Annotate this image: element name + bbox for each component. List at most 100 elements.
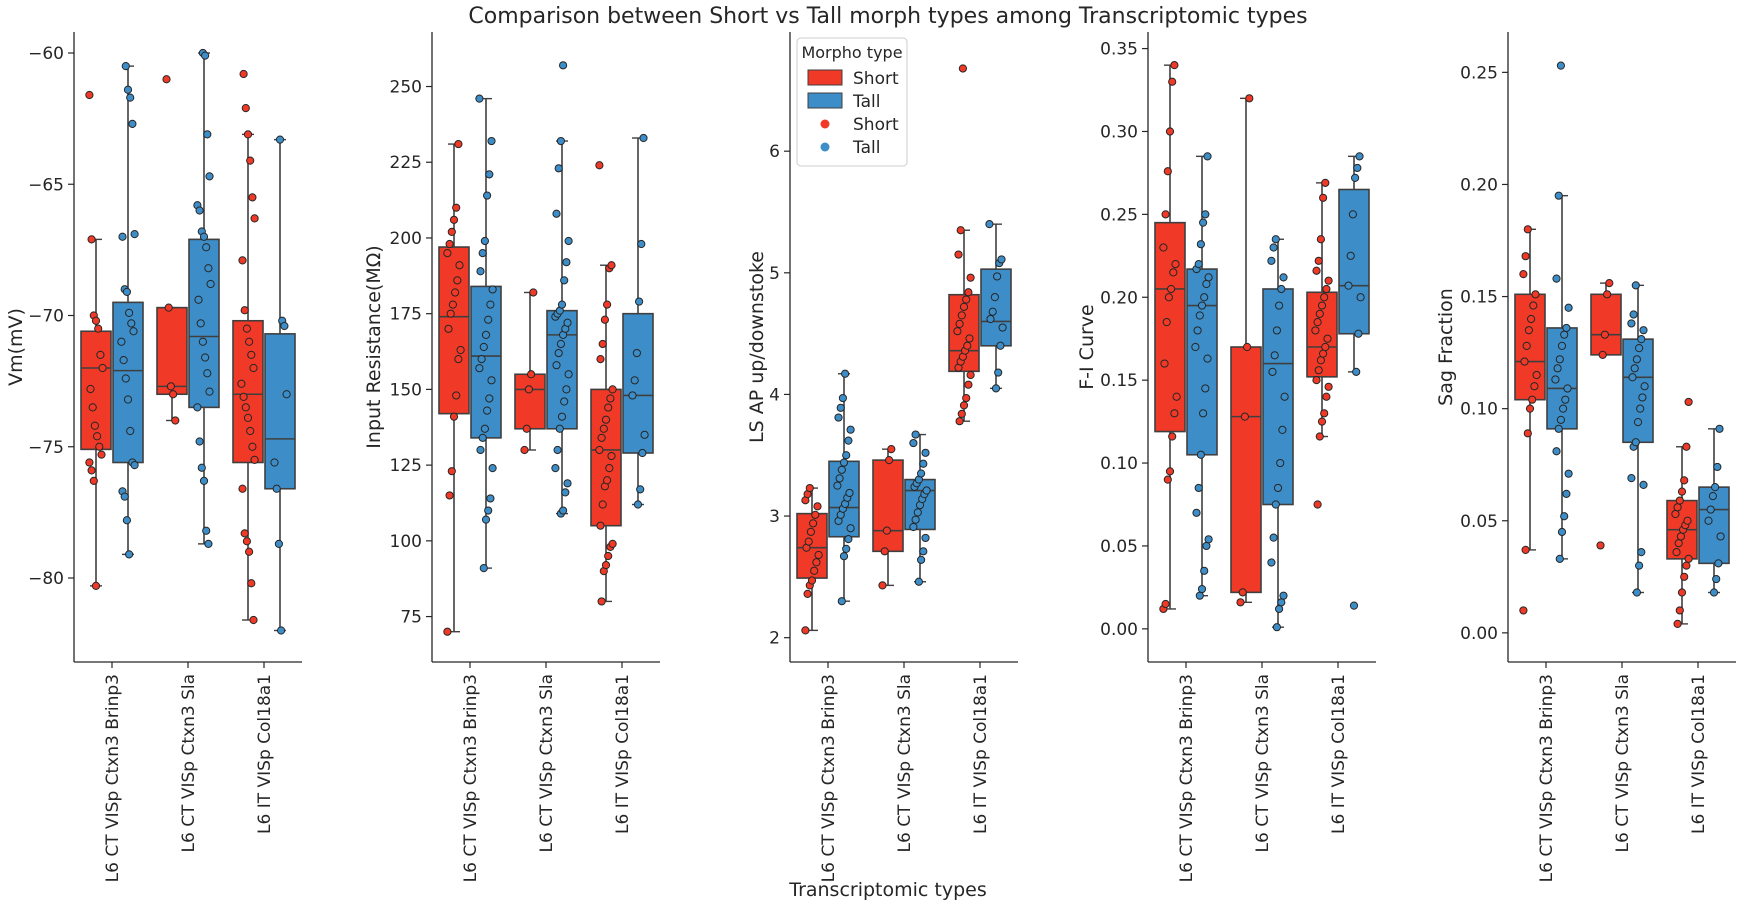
data-point <box>1323 334 1332 343</box>
y-tick-label: 5 <box>769 264 780 284</box>
data-point <box>632 348 642 358</box>
data-point <box>1202 541 1211 551</box>
legend-label: Short <box>853 69 899 89</box>
data-point <box>85 458 94 467</box>
data-point <box>1635 561 1644 570</box>
legend-label: Short <box>853 115 899 135</box>
data-point <box>962 295 971 304</box>
y-tick-label: 100 <box>390 532 422 552</box>
data-point <box>833 481 842 490</box>
data-point <box>1522 341 1531 350</box>
data-point <box>1354 329 1363 338</box>
x-tick-label: L6 CT VISp Ctxn3 Sla <box>1253 674 1273 853</box>
data-point <box>1271 235 1280 244</box>
y-tick-label: 0.35 <box>1100 40 1138 60</box>
data-point <box>1316 356 1326 365</box>
data-point <box>1636 404 1645 413</box>
data-point <box>953 327 962 336</box>
data-point <box>1203 152 1212 161</box>
data-point <box>1317 301 1327 310</box>
data-point <box>1238 588 1247 597</box>
data-point <box>1194 483 1203 493</box>
data-point <box>1554 424 1563 433</box>
data-point <box>90 421 100 430</box>
data-point <box>247 350 256 359</box>
data-point <box>909 522 918 532</box>
data-point <box>563 318 572 327</box>
data-point <box>1313 500 1322 509</box>
data-point <box>243 413 253 422</box>
data-point <box>1639 326 1648 335</box>
data-point <box>596 355 605 364</box>
y-tick-label: 0.30 <box>1100 122 1138 142</box>
data-point <box>202 243 211 252</box>
data-point <box>1348 210 1358 219</box>
data-point <box>481 515 491 524</box>
data-point <box>1170 409 1179 418</box>
legend-label: Tall <box>852 92 880 112</box>
data-point <box>447 227 456 237</box>
data-point <box>1170 61 1179 70</box>
data-point <box>1194 260 1203 269</box>
data-point <box>1324 382 1333 391</box>
data-point <box>917 555 926 564</box>
data-point <box>993 272 1002 281</box>
y-tick-label: 150 <box>390 380 422 400</box>
data-point <box>880 547 889 556</box>
data-point <box>552 209 561 218</box>
data-point <box>123 85 133 94</box>
data-point <box>246 426 255 436</box>
data-point <box>845 488 854 498</box>
y-tick-label: 2 <box>769 629 780 649</box>
data-point <box>1324 276 1333 285</box>
data-point <box>204 539 213 548</box>
data-point <box>552 361 561 370</box>
data-point <box>247 579 256 588</box>
data-point <box>1676 532 1686 541</box>
box-short <box>1514 225 1546 615</box>
data-point <box>1172 392 1181 401</box>
panel-2: 75 100 125 150 175 200 225 250 Input Resistance(… <box>363 32 660 882</box>
data-point <box>1313 318 1322 327</box>
data-point <box>991 384 1001 393</box>
data-point <box>909 438 918 448</box>
data-point <box>202 526 211 535</box>
box-iqr <box>112 301 144 464</box>
data-point <box>1315 309 1324 318</box>
data-point <box>1605 279 1614 288</box>
data-point <box>638 448 647 458</box>
data-point <box>842 544 851 553</box>
y-tick-label: 0.15 <box>1460 288 1498 308</box>
x-tick-label: L6 CT VISp Ctxn3 Brinp3 <box>103 674 123 882</box>
data-point <box>1562 489 1571 498</box>
data-point <box>248 193 257 202</box>
data-point <box>456 345 465 355</box>
data-point <box>118 232 127 241</box>
data-point <box>85 90 94 100</box>
data-point <box>1563 384 1572 393</box>
data-point <box>804 537 813 546</box>
data-point <box>885 456 894 465</box>
data-point <box>1709 588 1719 597</box>
data-point <box>245 547 254 556</box>
data-point <box>1704 516 1713 525</box>
data-point <box>1275 301 1284 310</box>
data-point <box>95 442 104 451</box>
data-point <box>878 581 887 590</box>
box-short <box>1306 178 1338 509</box>
data-point <box>1673 619 1682 628</box>
y-tick-label: 3 <box>769 507 780 527</box>
data-point <box>280 321 289 331</box>
data-point <box>121 374 130 383</box>
x-tick-label: L6 CT VISp Ctxn3 Sla <box>537 674 557 853</box>
data-point <box>195 437 204 446</box>
data-point <box>1277 598 1286 607</box>
data-point <box>809 519 818 528</box>
box-tall <box>1262 235 1294 632</box>
data-point <box>1196 450 1206 459</box>
data-point <box>1279 273 1288 282</box>
data-point <box>241 104 250 113</box>
data-point <box>814 550 823 560</box>
data-point <box>1315 432 1324 441</box>
data-point <box>86 384 95 394</box>
